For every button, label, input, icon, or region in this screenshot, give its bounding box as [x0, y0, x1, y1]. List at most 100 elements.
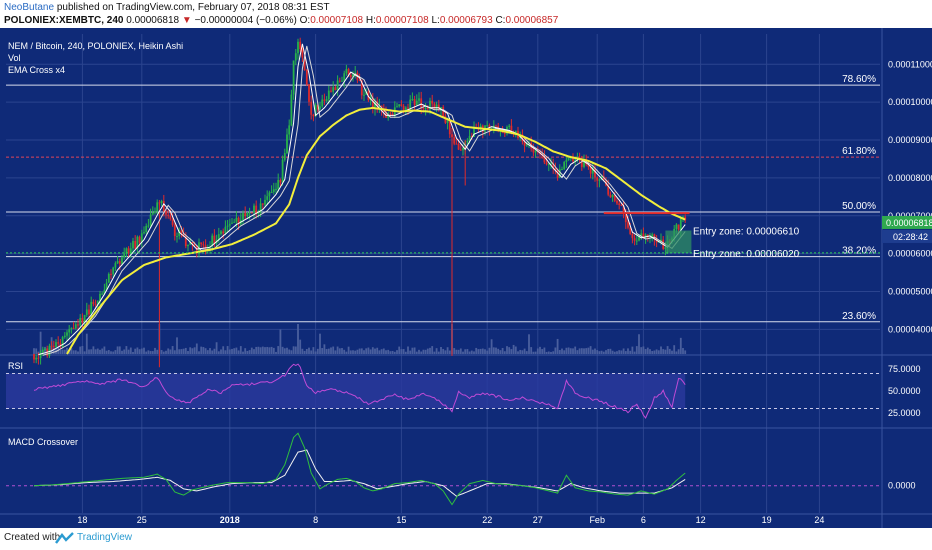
candle-body: [545, 162, 548, 165]
volume-bar: [525, 351, 528, 354]
candle-body: [209, 246, 211, 248]
volume-bar: [356, 349, 359, 354]
volume-bar: [70, 348, 73, 354]
tradingview-brand[interactable]: TradingView: [77, 532, 133, 543]
candle-body: [237, 217, 240, 225]
time-tick-label: 15: [396, 515, 406, 525]
volume-bar: [486, 350, 489, 354]
volume-bar: [462, 351, 464, 354]
volume-bar: [477, 349, 480, 354]
candle-body: [554, 168, 557, 170]
candle-body: [629, 227, 632, 234]
chart-canvas[interactable]: 78.60% 61.80% 50.00% 38.20% 23.60% Entry zon…: [0, 28, 932, 528]
volume-bar: [673, 345, 676, 354]
candle-body: [233, 221, 236, 223]
candle-body: [598, 179, 601, 181]
candle-body: [374, 101, 376, 110]
candle-body: [224, 226, 227, 234]
candle-body: [470, 136, 473, 138]
candle-body: [624, 213, 627, 223]
volume-bar: [316, 348, 319, 354]
volume-bar: [631, 346, 634, 354]
volume-bar: [178, 349, 181, 354]
time-tick-label: 24: [814, 515, 824, 525]
fib-level-label: 50.00%: [842, 201, 876, 212]
volume-bar: [376, 347, 379, 354]
volume-bar: [121, 350, 123, 354]
candle-body: [411, 99, 414, 101]
candle-body: [162, 201, 165, 212]
volume-bar: [151, 351, 154, 354]
last-price: 0.00006818: [126, 15, 180, 26]
candle-body: [653, 234, 656, 240]
volume-bar: [173, 350, 176, 354]
volume-bar: [420, 351, 423, 354]
candle-body: [187, 244, 189, 247]
volume-bar: [112, 351, 115, 354]
volume-bar: [492, 347, 495, 354]
volume-bar: [501, 347, 504, 354]
publication-header: NeoButane published on TradingView.com, …: [0, 0, 932, 28]
volume-bar: [684, 350, 687, 354]
volume-bar: [187, 351, 189, 354]
volume-bar: [319, 333, 321, 354]
candle-body: [290, 94, 293, 126]
rsi-title: RSI: [8, 361, 23, 371]
candle-body: [418, 98, 420, 101]
candle-body: [259, 203, 262, 212]
candle-body: [294, 53, 297, 61]
candle-body: [426, 107, 429, 110]
candle-body: [136, 236, 139, 249]
volume-bar: [400, 349, 403, 354]
volume-bar: [543, 347, 546, 354]
volume-bar: [666, 346, 669, 354]
volume-bar: [552, 351, 555, 354]
rsi-tick-label: 50.0000: [888, 386, 921, 396]
chart-frame: 78.60% 61.80% 50.00% 38.20% 23.60% Entry zon…: [0, 28, 932, 528]
candle-body: [253, 205, 255, 213]
volume-bar: [110, 351, 112, 354]
candle-body: [591, 167, 594, 174]
volume-bar: [213, 348, 216, 354]
candle-body: [607, 185, 610, 195]
volume-bar: [59, 349, 62, 354]
volume-bar: [404, 351, 407, 354]
volume-bar: [195, 343, 198, 354]
candle-body: [382, 110, 385, 112]
volume-bar: [154, 347, 156, 354]
candle-body: [561, 169, 563, 171]
volume-bar: [242, 351, 244, 354]
candle-body: [217, 234, 220, 240]
candle-body: [213, 235, 216, 244]
volume-bar: [248, 350, 251, 354]
candle-body: [523, 141, 526, 146]
volume-bar: [312, 347, 315, 354]
volume-bar: [184, 347, 187, 354]
candle-body: [400, 104, 403, 106]
volume-bar: [81, 346, 84, 354]
candle-body: [299, 41, 302, 49]
volume-bar: [539, 346, 541, 354]
volume-bar: [145, 351, 148, 354]
volume-bar: [605, 350, 607, 354]
author-link[interactable]: NeoButane: [4, 2, 55, 13]
volume-bar: [222, 346, 225, 354]
candle-body: [556, 169, 559, 178]
volume-bar: [72, 350, 75, 354]
volume-bar: [609, 348, 612, 354]
candle-body: [587, 164, 590, 168]
candle-body: [431, 100, 434, 104]
candle-body: [35, 357, 38, 360]
ema-fast-line: [38, 43, 686, 356]
candle-body: [50, 345, 53, 347]
candle-body: [255, 205, 258, 215]
volume-bar: [125, 346, 128, 354]
candle-body: [312, 114, 315, 117]
candle-body: [114, 263, 117, 268]
volume-bar: [627, 348, 629, 354]
volume-bar: [127, 349, 130, 354]
time-tick-label: 27: [533, 515, 543, 525]
candle-body: [440, 107, 442, 110]
volume-bar: [330, 347, 332, 354]
volume-bar: [620, 350, 623, 354]
